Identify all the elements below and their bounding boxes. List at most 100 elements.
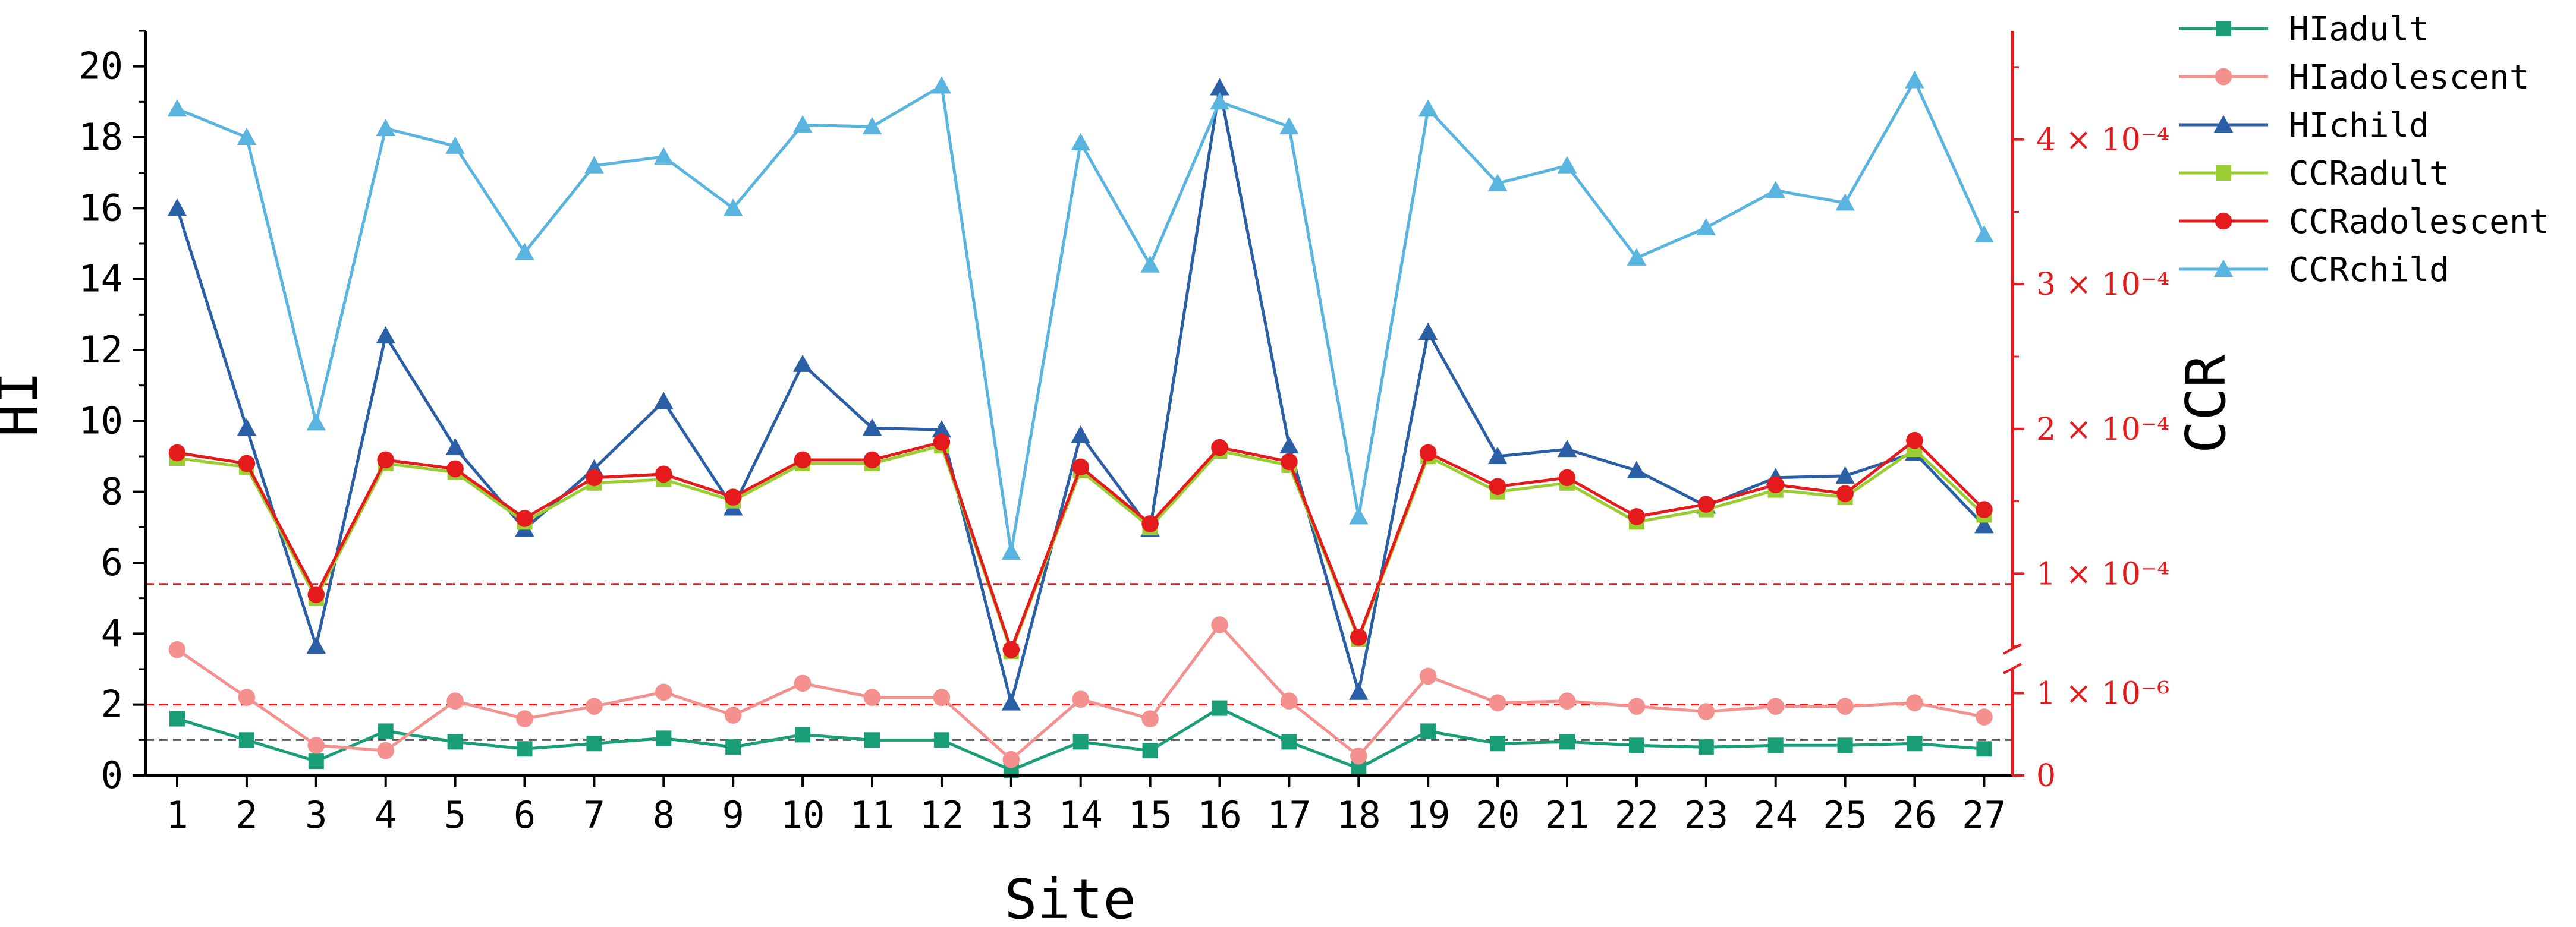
data-point-ccradolescent (238, 455, 256, 472)
legend-swatch-marker (2213, 259, 2234, 277)
legend-swatch-marker (2216, 21, 2231, 36)
legend-item-hiadult: HIadult (2179, 10, 2429, 49)
data-point-hiadolescent (1628, 698, 1646, 715)
data-point-hiadult (1559, 734, 1575, 750)
right-tick-label: 1 × 10⁻⁴ (2036, 556, 2169, 592)
data-point-hiadolescent (377, 742, 394, 759)
data-point-ccrchild (376, 118, 395, 137)
data-point-ccradolescent (1628, 508, 1646, 525)
x-tick-label: 6 (514, 793, 536, 837)
left-tick-label: 6 (101, 541, 123, 584)
right-axis-ticks: 0 1 × 10⁻⁶ 1 × 10⁻⁴ 2 × 10⁻⁴ 3 × 10⁻⁴ 4 × 10⁻… (2012, 66, 2169, 794)
data-point-ccradolescent (863, 451, 881, 469)
data-point-ccradolescent (1697, 496, 1715, 513)
series-ccrchild (167, 71, 1994, 560)
x-axis-ticks: 1 2 3 4 5 6 7 8 9 10 11 12 13 14 15 16 17 18 19 20 21 22 23 24 2… (166, 775, 2006, 837)
data-point-hiadult (1420, 723, 1436, 739)
data-point-ccrchild (1835, 193, 1855, 211)
data-point-ccrchild (1557, 156, 1577, 174)
legend-item-hichild: HIchild (2179, 106, 2429, 145)
data-point-ccrchild (445, 136, 465, 154)
x-tick-label: 8 (653, 793, 675, 837)
left-tick-label: 20 (78, 45, 123, 88)
data-point-ccrchild (1210, 92, 1229, 110)
data-point-ccradolescent (1489, 478, 1506, 496)
x-tick-label: 13 (989, 793, 1033, 837)
data-point-hiadolescent (168, 641, 186, 658)
data-point-ccradolescent (1419, 444, 1437, 462)
x-tick-label: 7 (583, 793, 605, 837)
legend-swatch-marker (2213, 115, 2234, 133)
data-point-hiadolescent (1350, 747, 1367, 765)
data-point-hichild (1349, 682, 1369, 700)
data-point-hiadolescent (655, 683, 672, 701)
x-tick-label: 3 (305, 793, 327, 837)
data-point-hiadolescent (1211, 616, 1228, 633)
data-point-hichild (1974, 516, 1994, 534)
data-point-ccrchild (237, 127, 257, 145)
data-point-hichild (1279, 436, 1299, 454)
data-point-ccrchild (1001, 542, 1021, 560)
data-point-ccradolescent (1211, 439, 1228, 456)
data-point-hiadolescent (1767, 698, 1784, 715)
left-axis-title: HI (0, 371, 50, 437)
data-point-hichild (445, 437, 465, 456)
data-point-hiadolescent (1976, 708, 1993, 726)
x-tick-label: 23 (1684, 793, 1728, 837)
data-point-hiadult (1212, 700, 1228, 716)
data-point-ccrchild (1627, 248, 1647, 266)
data-point-ccradolescent (1141, 515, 1159, 532)
data-point-ccradolescent (1002, 641, 1020, 658)
data-point-hichild (862, 418, 882, 436)
data-point-hiadult (933, 732, 949, 748)
x-tick-label: 20 (1476, 793, 1520, 837)
data-point-ccrchild (1766, 181, 1785, 198)
data-point-ccradolescent (1906, 431, 1923, 449)
x-tick-label: 10 (781, 793, 825, 837)
series-line-hichild (175, 86, 1986, 705)
right-tick-label: 2 × 10⁻⁴ (2036, 412, 2169, 447)
x-tick-label: 19 (1406, 793, 1451, 837)
data-point-hiadult (1907, 736, 1923, 752)
data-point-ccradolescent (1072, 458, 1089, 476)
left-tick-label: 0 (101, 753, 123, 797)
data-point-hichild (932, 420, 952, 438)
legend-item-ccradolescent: CCRadolescent (2179, 203, 2549, 241)
reference-lines (146, 583, 2012, 741)
data-point-hiadult (864, 732, 880, 748)
data-point-hichild (1418, 322, 1438, 340)
data-point-ccrchild (1696, 217, 1716, 236)
x-tick-label: 24 (1753, 793, 1798, 837)
x-tick-label: 14 (1058, 793, 1103, 837)
data-point-hiadult (447, 734, 463, 750)
data-point-hiadult (586, 736, 602, 752)
data-point-hiadult (1837, 737, 1853, 753)
data-point-hiadult (1976, 741, 1992, 757)
data-point-hiadolescent (238, 689, 256, 707)
legend-item-ccradult: CCRadult (2179, 154, 2449, 193)
data-point-hiadult (238, 732, 254, 748)
data-point-ccrchild (1071, 133, 1090, 150)
data-point-ccradolescent (655, 465, 672, 483)
legend-swatch-marker (2215, 212, 2232, 230)
data-point-hiadult (1281, 734, 1297, 750)
legend-label: CCRchild (2289, 251, 2449, 289)
axis-break-mark-1 (2003, 663, 2022, 674)
data-point-hiadolescent (307, 736, 325, 754)
x-tick-label: 9 (722, 793, 744, 837)
left-tick-label: 14 (78, 257, 123, 301)
data-point-ccradolescent (377, 451, 394, 469)
x-tick-label: 11 (850, 793, 895, 837)
x-tick-label: 16 (1197, 793, 1242, 837)
data-point-hiadolescent (516, 710, 533, 727)
data-point-ccrchild (1140, 255, 1160, 273)
x-tick-label: 2 (235, 793, 257, 837)
data-point-ccrchild (1279, 116, 1299, 135)
data-point-ccradolescent (586, 469, 603, 487)
right-tick-label: 4 × 10⁻⁴ (2036, 122, 2169, 158)
series-hichild (167, 78, 1994, 711)
data-point-hichild (1487, 446, 1508, 464)
data-point-hiadolescent (1281, 692, 1298, 710)
data-point-hiadolescent (1906, 694, 1923, 711)
data-point-hiadolescent (863, 689, 881, 707)
